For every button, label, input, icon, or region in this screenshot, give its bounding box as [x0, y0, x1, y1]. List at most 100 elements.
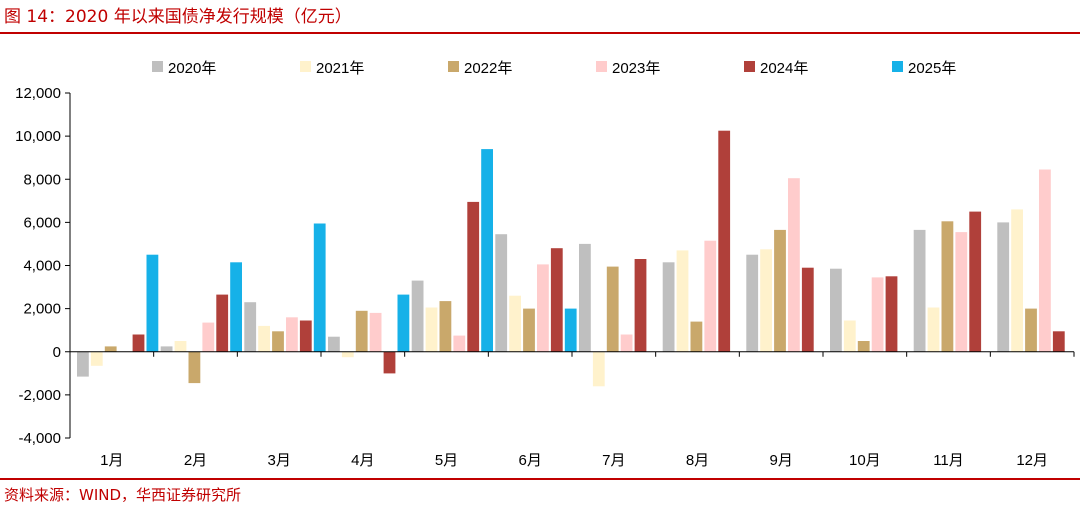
x-tick-label: 9月: [769, 452, 792, 469]
y-tick-label: 10,000: [15, 128, 61, 145]
bar-2024年-10月: [885, 276, 898, 352]
bar-2020年-8月: [662, 262, 675, 352]
figure-title: 图 14：2020 年以来国债净发行规模（亿元）: [4, 7, 352, 27]
bar-2023年-9月: [788, 178, 800, 352]
legend-swatch: [744, 61, 755, 72]
bar-2024年-11月: [969, 211, 982, 352]
x-tick-label: 3月: [267, 452, 290, 469]
bar-2020年-5月: [411, 280, 424, 352]
bar-2025年-6月: [564, 308, 577, 352]
bar-2021年-3月: [258, 325, 270, 352]
legend-label: 2021年: [316, 60, 364, 77]
bar-2020年-3月: [244, 302, 257, 352]
bar-2022年-8月: [690, 321, 703, 352]
bar-2021年-12月: [1011, 209, 1023, 352]
bar-2024年-8月: [718, 130, 731, 352]
bar-2023年-5月: [453, 335, 466, 352]
bar-2021年-7月: [592, 351, 605, 387]
x-axis: 1月 2月 3月 4月 5月 6月 7月 8月 9月 10月 11月 12月: [69, 351, 1075, 469]
source-note: 资料来源：WIND，华西证券研究所: [4, 486, 242, 504]
bar-2021年-1月: [90, 351, 103, 366]
chart-bars: [77, 130, 1065, 387]
bar-2025年-2月: [230, 262, 242, 352]
legend-label: 2024年: [760, 60, 808, 77]
bar-2024年-9月: [801, 267, 814, 352]
x-tick-label: 6月: [518, 452, 541, 469]
bar-2022年-3月: [272, 331, 284, 352]
bar-2023年-2月: [202, 322, 215, 352]
x-tick-label: 2月: [184, 452, 207, 469]
bar-2024年-3月: [299, 320, 312, 352]
bar-2021年-8月: [676, 250, 689, 352]
legend-label: 2023年: [612, 60, 660, 77]
legend-swatch: [300, 61, 311, 72]
x-tick-label: 8月: [686, 452, 709, 469]
y-tick-label: -2,000: [18, 387, 61, 404]
bar-2021年-5月: [425, 307, 438, 352]
bar-2021年-10月: [843, 320, 856, 352]
bar-2022年-9月: [774, 229, 786, 352]
legend-label: 2025年: [908, 60, 956, 77]
bar-2021年-6月: [509, 295, 521, 352]
bar-2024年-6月: [550, 248, 563, 352]
bar-2024年-2月: [216, 294, 229, 352]
bar-2023年-7月: [620, 334, 633, 352]
top-divider: [0, 32, 1080, 34]
bar-2022年-7月: [606, 266, 619, 352]
x-tick-label: 7月: [602, 452, 625, 469]
bar-2020年-7月: [579, 243, 591, 352]
bar-2020年-1月: [77, 351, 89, 377]
bar-2024年-1月: [132, 334, 145, 352]
bar-2023年-11月: [955, 232, 968, 352]
bar-2025年-3月: [313, 223, 326, 352]
x-tick-label: 10月: [849, 452, 881, 469]
bar-2020年-6月: [495, 234, 508, 352]
chart-legend: 2020年 2021年 2022年 2023年 2024年 2025年: [152, 60, 956, 77]
bar-2023年-4月: [369, 312, 382, 352]
bar-2022年-12月: [1025, 308, 1037, 352]
x-tick-label: 11月: [933, 452, 964, 469]
bar-2023年-6月: [537, 264, 549, 352]
y-tick-label: 6,000: [23, 214, 61, 231]
legend-swatch: [152, 61, 163, 72]
bottom-divider: [0, 478, 1080, 480]
legend-swatch: [892, 61, 903, 72]
legend-swatch: [448, 61, 459, 72]
bar-2024年-12月: [1052, 331, 1065, 352]
bar-2025年-4月: [397, 294, 410, 352]
y-axis: 12,000 10,000 8,000 6,000 4,000 2,000 0 -2,000 -…: [15, 85, 71, 447]
bar-2023年-10月: [871, 277, 884, 352]
y-tick-label: 4,000: [23, 258, 61, 275]
bar-2025年-5月: [481, 149, 493, 352]
bar-2023年-12月: [1039, 169, 1051, 352]
legend-swatch: [596, 61, 607, 72]
bar-chart: 2020年 2021年 2022年 2023年 2024年 2025年 12,000 10,…: [15, 60, 1075, 469]
bar-2022年-11月: [941, 221, 954, 352]
bar-2024年-7月: [634, 259, 647, 352]
bar-2021年-11月: [927, 307, 940, 352]
x-tick-label: 5月: [435, 452, 458, 469]
bar-2022年-4月: [355, 310, 368, 352]
bar-2020年-9月: [746, 254, 759, 352]
x-tick-label: 12月: [1016, 452, 1048, 469]
bar-2023年-8月: [704, 240, 717, 352]
bar-2022年-6月: [523, 308, 535, 352]
x-tick-label: 4月: [351, 452, 374, 469]
bar-2020年-4月: [328, 336, 340, 352]
bar-2020年-11月: [913, 229, 926, 352]
bar-2022年-10月: [857, 341, 870, 352]
y-tick-label: 0: [53, 344, 61, 361]
bar-2024年-5月: [467, 201, 480, 352]
bar-2022年-2月: [188, 351, 201, 384]
bar-2022年-1月: [104, 346, 117, 352]
bar-2022年-5月: [439, 301, 452, 352]
y-tick-label: 12,000: [15, 85, 61, 102]
bar-2020年-12月: [997, 222, 1010, 352]
bar-2020年-10月: [830, 268, 842, 352]
bar-2020年-2月: [160, 346, 173, 352]
y-tick-label: -4,000: [18, 430, 61, 447]
bar-2021年-2月: [174, 341, 187, 352]
bar-2021年-4月: [341, 351, 354, 358]
x-tick-label: 1月: [100, 452, 123, 469]
bar-2023年-3月: [286, 317, 298, 352]
